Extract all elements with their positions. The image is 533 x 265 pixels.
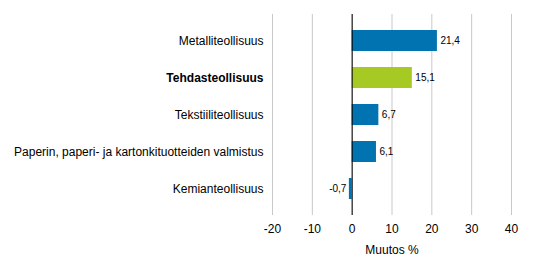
svg-text:Tehdasteollisuus: Tehdasteollisuus — [166, 71, 263, 85]
svg-text:Muutos %: Muutos % — [365, 243, 419, 257]
svg-text:6,1: 6,1 — [379, 146, 393, 157]
svg-text:Kemianteollisuus: Kemianteollisuus — [173, 182, 264, 196]
svg-text:15,1: 15,1 — [415, 72, 435, 83]
svg-text:Metalliteollisuus: Metalliteollisuus — [179, 34, 264, 48]
svg-text:40: 40 — [505, 222, 519, 236]
svg-text:21,4: 21,4 — [440, 35, 460, 46]
svg-text:10: 10 — [385, 222, 399, 236]
svg-text:Tekstiiliteollisuus: Tekstiiliteollisuus — [175, 108, 264, 122]
svg-text:6,7: 6,7 — [382, 109, 396, 120]
svg-text:-0,7: -0,7 — [329, 183, 347, 194]
svg-text:20: 20 — [425, 222, 439, 236]
svg-text:Paperin, paperi- ja kartonkitu: Paperin, paperi- ja kartonkituotteiden v… — [14, 145, 263, 159]
svg-text:-20: -20 — [264, 222, 282, 236]
svg-text:30: 30 — [465, 222, 479, 236]
svg-text:-10: -10 — [304, 222, 322, 236]
svg-text:0: 0 — [349, 222, 356, 236]
